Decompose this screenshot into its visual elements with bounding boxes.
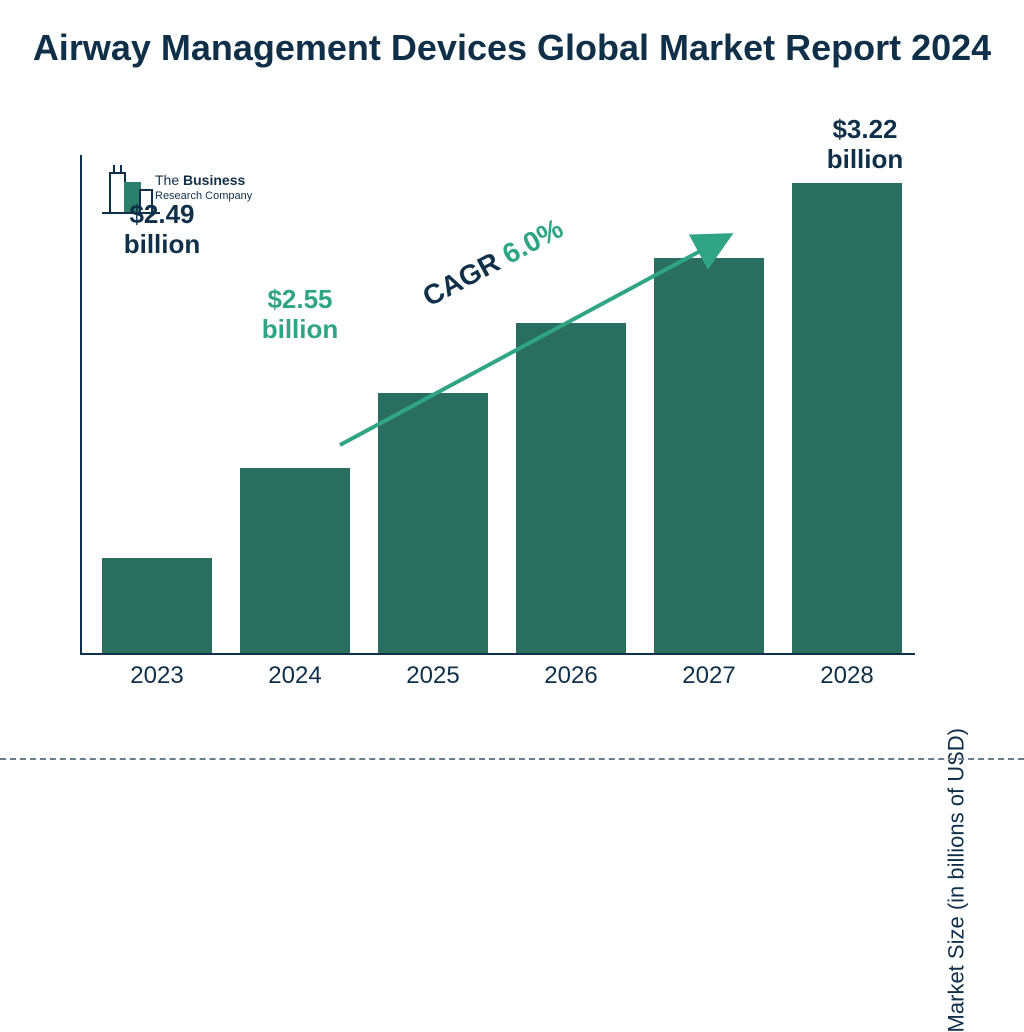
bar-value-label: $2.49 billion xyxy=(92,200,232,260)
bar xyxy=(654,258,764,653)
page-root: Airway Management Devices Global Market … xyxy=(0,0,1024,768)
bottom-dashed-line xyxy=(0,758,1024,760)
bar xyxy=(102,558,212,653)
bar xyxy=(240,468,350,653)
bar xyxy=(516,323,626,653)
x-tick-label: 2023 xyxy=(102,662,212,690)
bar xyxy=(378,393,488,653)
chart-title: Airway Management Devices Global Market … xyxy=(0,25,1024,70)
x-tick-label: 2028 xyxy=(792,662,902,690)
x-tick-label: 2026 xyxy=(516,662,626,690)
bar-value-label: $3.22 billion xyxy=(795,115,935,175)
bar xyxy=(792,183,902,653)
y-axis-label: Market Size (in billions of USD) xyxy=(943,728,969,1032)
x-tick-label: 2027 xyxy=(654,662,764,690)
bar-value-label: $2.55 billion xyxy=(230,285,370,345)
x-tick-label: 2024 xyxy=(240,662,350,690)
x-tick-label: 2025 xyxy=(378,662,488,690)
x-axis xyxy=(80,653,915,655)
chart-area: 2023 2024 2025 2026 2027 2028 $2.49 billion $2… xyxy=(80,155,915,690)
